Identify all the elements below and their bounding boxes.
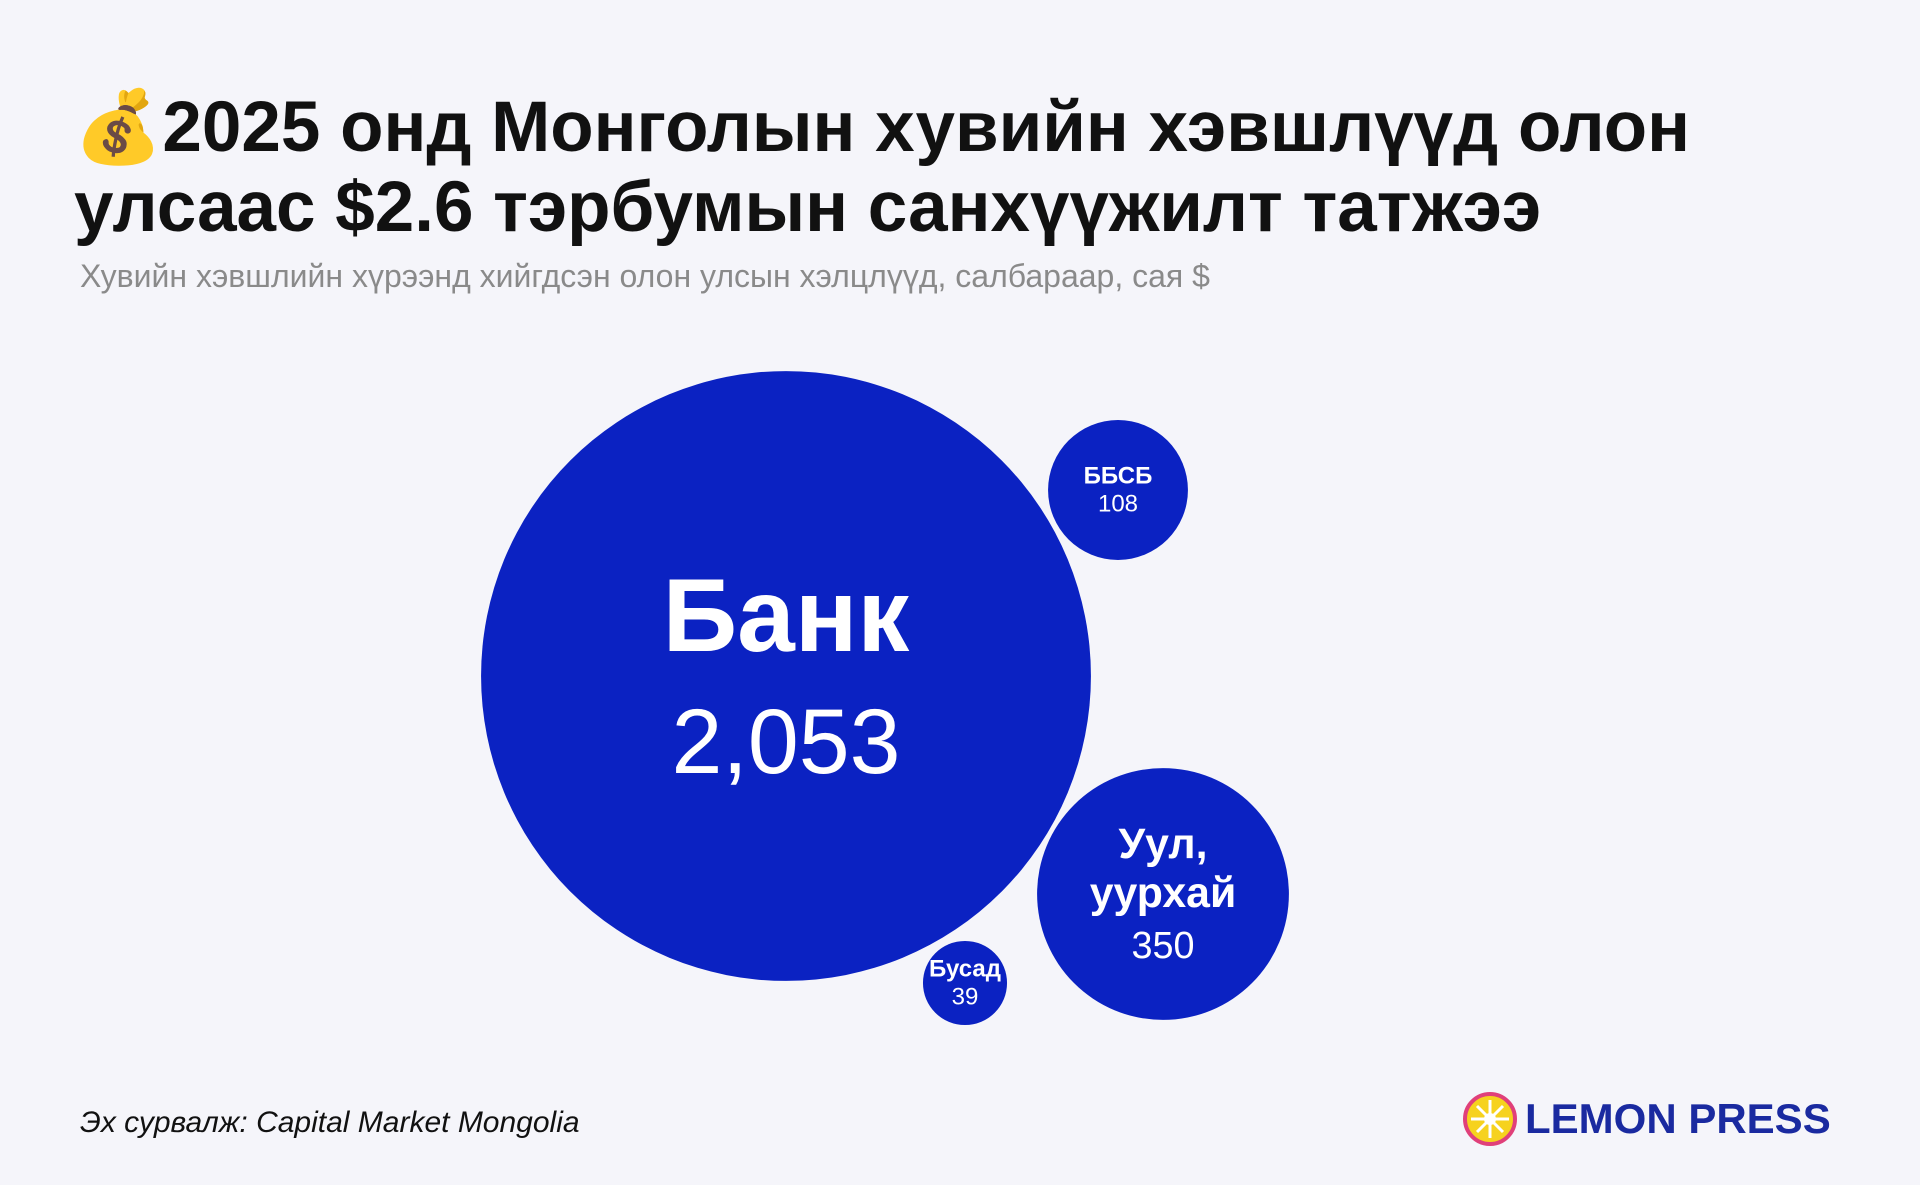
bubble-label: Уул, уурхай 350 [1081,820,1245,968]
value-label: 108 [1097,490,1139,517]
category-label: Бусад [929,955,1001,983]
chart-title: 💰2025 онд Монголын хувийн хэвшлүүд олон … [74,88,1690,247]
value-label: 350 [1131,924,1195,967]
bubble-label: ББСБ 108 [1073,462,1164,517]
chart-subtitle: Хувийн хэвшлийн хүрээнд хийгдсэн олон ул… [80,258,1210,294]
value-label: 39 [951,983,979,1010]
bubble [1037,768,1289,1020]
logo: LEMON PRESS [1463,1092,1831,1146]
logo-text: LEMON PRESS [1525,1095,1831,1142]
category-label: Уул, уурхай [1089,819,1237,918]
bubble [922,940,1008,1026]
bubble-label: Банк 2,053 [588,556,984,796]
value-label: 2,053 [671,691,901,794]
source-note: Эх сурвалж: Capital Market Mongolia [80,1106,580,1139]
bubble [481,371,1091,981]
category-label: Банк [662,557,910,674]
logo-icon [1463,1092,1517,1146]
bubble [1048,420,1188,560]
bubble-label: Бусад 39 [925,955,1005,1010]
category-label: ББСБ [1083,462,1153,490]
